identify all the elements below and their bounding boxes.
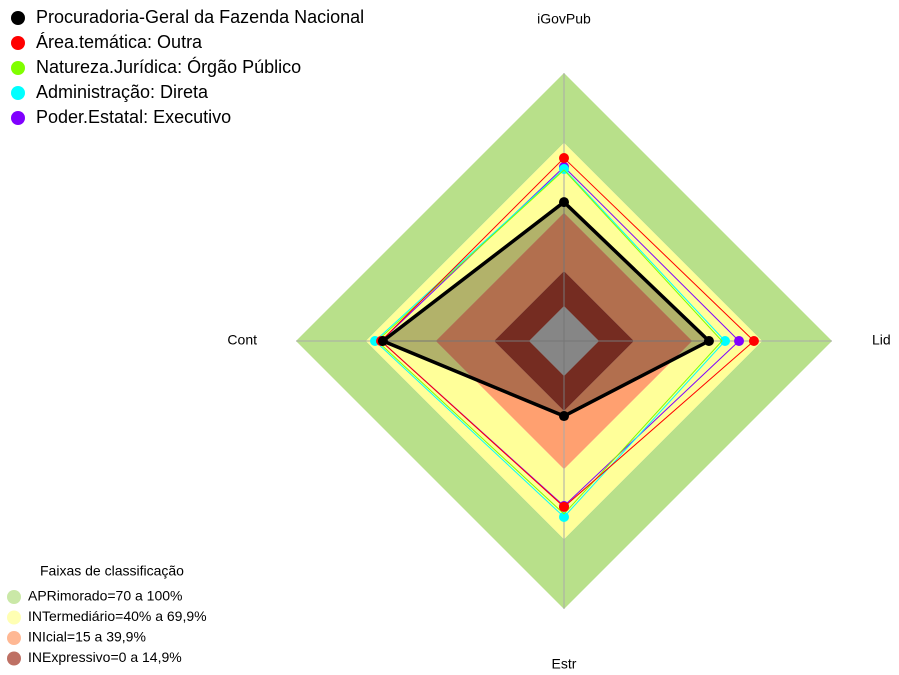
legend-label: Área.temática: Outra: [36, 32, 203, 52]
legend-label: APRimorado=70 a 100%: [28, 588, 183, 604]
legend-label: Procuradoria-Geral da Fazenda Nacional: [36, 7, 364, 27]
legend-marker: [11, 36, 25, 50]
data-point: [748, 336, 759, 346]
legend-label: INExpressivo=0 a 14,9%: [28, 649, 182, 665]
band: [435, 212, 693, 470]
data-point: [559, 164, 569, 175]
data-point: [720, 336, 731, 346]
legend-label: Poder.Estatal: Executivo: [36, 107, 231, 127]
data-point: [559, 501, 569, 512]
axis-label: Lid: [872, 332, 891, 348]
band: [494, 271, 634, 411]
legend-marker: [7, 610, 21, 625]
data-point: [559, 511, 569, 522]
data-point: [559, 411, 569, 422]
axis-label: iGovPub: [537, 11, 591, 27]
legend-marker: [7, 631, 21, 645]
legend-marker: [7, 590, 21, 604]
data-point: [703, 336, 714, 346]
legend-marker: [7, 651, 21, 666]
band: [296, 73, 832, 609]
legend-title: Faixas de classificação: [40, 563, 184, 579]
data-point: [559, 197, 569, 208]
legend-label: INTermediário=40% a 69,9%: [28, 608, 207, 624]
legend-marker: [11, 11, 25, 25]
data-point: [377, 336, 388, 346]
data-point: [734, 336, 745, 346]
legend-marker: [11, 111, 25, 125]
data-point: [559, 153, 569, 164]
legend-label: Natureza.Jurídica: Órgão Público: [36, 56, 301, 77]
band: [365, 142, 763, 540]
legend-label: Administração: Direta: [36, 82, 209, 102]
series-area: [376, 169, 723, 515]
legend-label: INIcial=15 a 39,9%: [28, 629, 146, 645]
axis-label: Estr: [552, 656, 577, 672]
legend-marker: [11, 61, 25, 75]
axis-label: Cont: [227, 332, 257, 348]
legend-marker: [11, 86, 25, 100]
